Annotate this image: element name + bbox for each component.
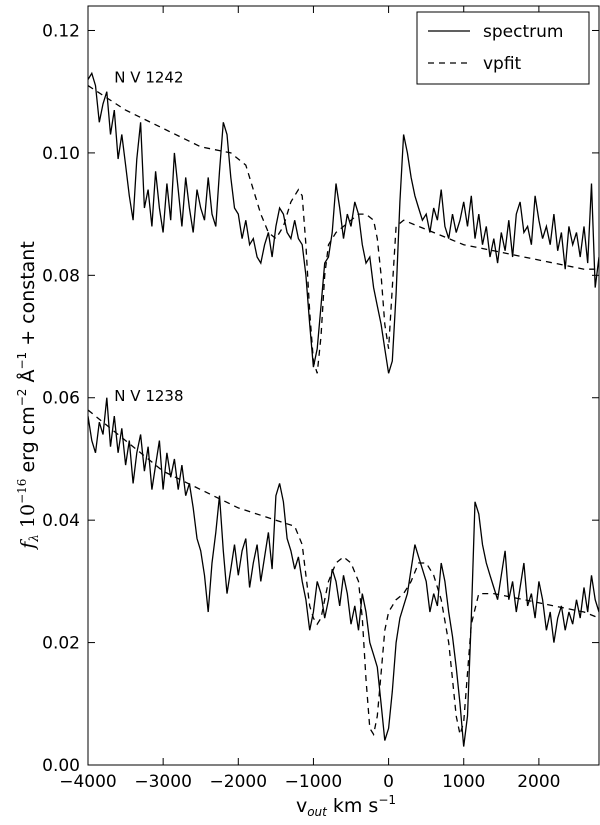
- y-tick-label: 0.08: [42, 266, 80, 286]
- x-tick-label: −1000: [285, 772, 343, 792]
- plot-frame: [87, 5, 600, 766]
- x-axis-label: vout km s−1: [296, 793, 396, 819]
- y-tick-label: 0.10: [42, 144, 80, 164]
- series-line-vpfit-1: [88, 85, 599, 374]
- series-line-spectrum-0: [88, 71, 599, 374]
- y-axis-label: fλ 10−16 erg cm−2 Å−1 + constant: [15, 241, 41, 551]
- series-layer: [88, 71, 599, 747]
- y-tick-label: 0.00: [42, 756, 80, 776]
- x-tick-label: 0: [383, 772, 394, 792]
- legend-label-vpfit: vpfit: [483, 54, 522, 74]
- annotation-label: N V 1238: [114, 387, 183, 405]
- legend: spectrum vpfit: [416, 11, 590, 85]
- axes-frame: [87, 5, 600, 766]
- legend-label-spectrum: spectrum: [483, 22, 563, 42]
- y-tick-label: 0.12: [42, 21, 80, 41]
- y-tick-label: 0.02: [42, 634, 80, 654]
- legend-box: [416, 11, 590, 85]
- x-tick-label: 2000: [517, 772, 560, 792]
- x-tick-label: −4000: [59, 772, 117, 792]
- axis-ticks: −4000 −3000 −2000 −1000 0 1000 2000 0.00 0.02 0.0…: [42, 6, 599, 792]
- y-tick-label: 0.06: [42, 389, 80, 409]
- series-line-vpfit-3: [88, 409, 599, 737]
- annotation-layer: N V 1242 N V 1238: [114, 69, 183, 405]
- y-tick-label: 0.04: [42, 511, 80, 531]
- x-tick-label: −2000: [210, 772, 268, 792]
- x-tick-label: 1000: [442, 772, 485, 792]
- series-line-spectrum-2: [88, 397, 599, 747]
- annotation-label: N V 1242: [114, 69, 183, 87]
- x-tick-label: −3000: [134, 772, 192, 792]
